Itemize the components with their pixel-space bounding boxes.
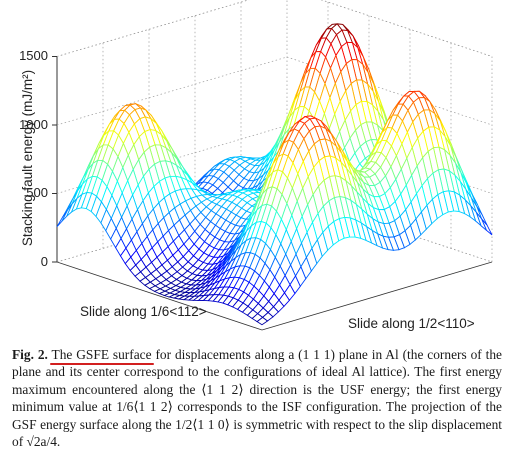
caption-text: for displacements along a (1 1 1) plane … xyxy=(12,347,502,450)
x-axis-label-right: Slide along 1/2<110> xyxy=(348,316,475,331)
axes-box xyxy=(52,0,493,263)
floor-front-right xyxy=(261,261,493,331)
floor-front-left xyxy=(56,261,263,331)
surface-cell xyxy=(256,316,269,326)
figure-number: Fig. 2. xyxy=(12,347,48,362)
gridline-left-2 xyxy=(56,56,288,126)
z-tick-500: 500 xyxy=(26,185,48,200)
highlighted-phrase: The GSFE surface xyxy=(51,347,152,362)
axes-front xyxy=(56,261,493,331)
x-axis-label-left: Slide along 1/6<112> xyxy=(80,304,207,319)
figure-caption: Fig. 2. The GSFE surface for displacemen… xyxy=(12,346,502,450)
z-tick-1500: 1500 xyxy=(19,48,48,63)
gsfe-surface-mesh xyxy=(56,23,493,326)
gridline-left-3 xyxy=(56,0,250,57)
box-top-edge-back-left xyxy=(56,0,250,57)
z-tick-1000: 1000 xyxy=(19,117,48,132)
y-axis-label: Stacking fault energy (mJ/m²) xyxy=(20,70,35,246)
z-tick-0: 0 xyxy=(41,254,48,269)
